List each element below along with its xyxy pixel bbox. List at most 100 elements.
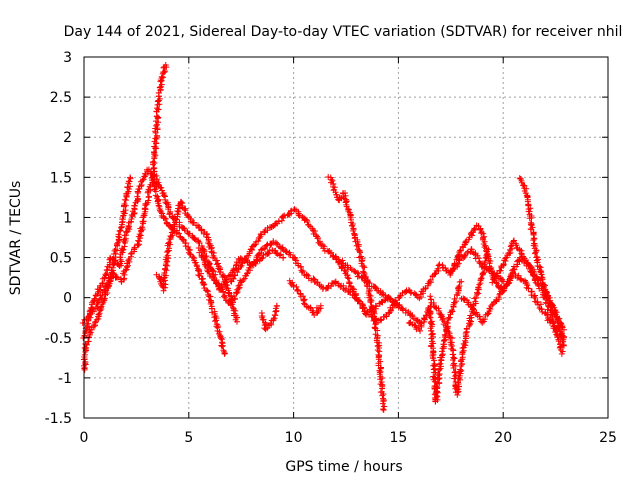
data-point [451,260,458,267]
data-point [295,211,302,218]
data-point [246,264,253,271]
data-point [142,171,149,178]
data-point [255,237,262,244]
data-point [328,283,335,290]
data-point [296,212,303,219]
data-point [198,276,205,283]
data-point [481,316,488,323]
data-point [430,357,437,364]
data-point [148,174,155,181]
data-point [97,284,104,291]
y-tick-label: 2.5 [50,90,72,106]
data-point [468,246,475,253]
data-point [344,274,351,281]
data-point [487,306,494,313]
data-point [287,208,294,215]
data-point [434,384,441,391]
data-point [462,239,469,246]
data-point [531,294,538,301]
data-point [374,327,381,334]
data-point [151,149,158,156]
plot-frame [83,56,609,419]
data-point [528,226,535,233]
data-point [445,328,452,335]
data-point [317,240,324,247]
data-point [234,318,241,325]
data-point [307,304,314,311]
data-point [350,227,357,234]
x-tick-label: 25 [599,430,617,446]
data-point [118,224,125,231]
data-point [402,309,409,316]
data-point [124,184,131,191]
x-axis: 0 5 10 15 20 25 [80,57,617,446]
data-point [225,289,232,296]
data-point [555,338,562,345]
data-point [487,302,494,309]
data-point [377,317,384,324]
data-point [233,262,240,269]
data-point [475,284,482,291]
data-point [511,237,518,244]
data-point [170,222,177,229]
data-point [140,176,147,183]
data-point [484,311,491,318]
data-point [449,357,456,364]
data-point [113,240,120,247]
data-point [441,337,448,344]
data-point [244,270,251,277]
data-point [560,342,567,349]
data-point [267,320,274,327]
data-point [311,227,318,234]
data-point [114,239,121,246]
data-point [297,290,304,297]
data-point [214,260,221,267]
data-point [223,276,230,283]
data-point [166,210,173,217]
data-point [427,296,434,303]
data-point [537,268,544,275]
data-point [169,232,176,239]
data-point [106,280,113,287]
data-point [428,335,435,342]
data-point [535,256,542,263]
data-point [234,269,241,276]
data-point [478,275,485,282]
data-point [473,309,480,316]
data-point [120,276,127,283]
data-point [131,244,138,251]
data-point [165,247,172,254]
data-point [263,242,270,249]
data-point [555,325,562,332]
data-point [448,342,455,349]
data-point [123,229,130,236]
data-point [198,226,205,233]
data-point [448,307,455,314]
data-point [217,268,224,275]
y-tick-label: -0.5 [45,331,72,347]
data-point [459,345,466,352]
data-point [120,246,127,253]
data-point [301,300,308,307]
data-point [222,294,229,301]
data-point [447,334,454,341]
data-point [158,73,165,80]
data-point [305,272,312,279]
data-point [357,249,364,256]
data-point [379,400,386,407]
data-point [380,406,387,413]
data-point [368,304,375,311]
data-point [454,386,461,393]
data-point [127,218,134,225]
x-tick-label: 5 [184,430,193,446]
data-point [300,296,307,303]
data-point [158,209,165,216]
data-point [434,393,441,400]
data-point [293,283,300,290]
data-point [121,232,128,239]
data-point [464,249,471,256]
data-point [454,252,461,259]
data-point [380,406,387,413]
data-point [273,302,280,309]
y-tick-label: 2 [63,130,72,146]
